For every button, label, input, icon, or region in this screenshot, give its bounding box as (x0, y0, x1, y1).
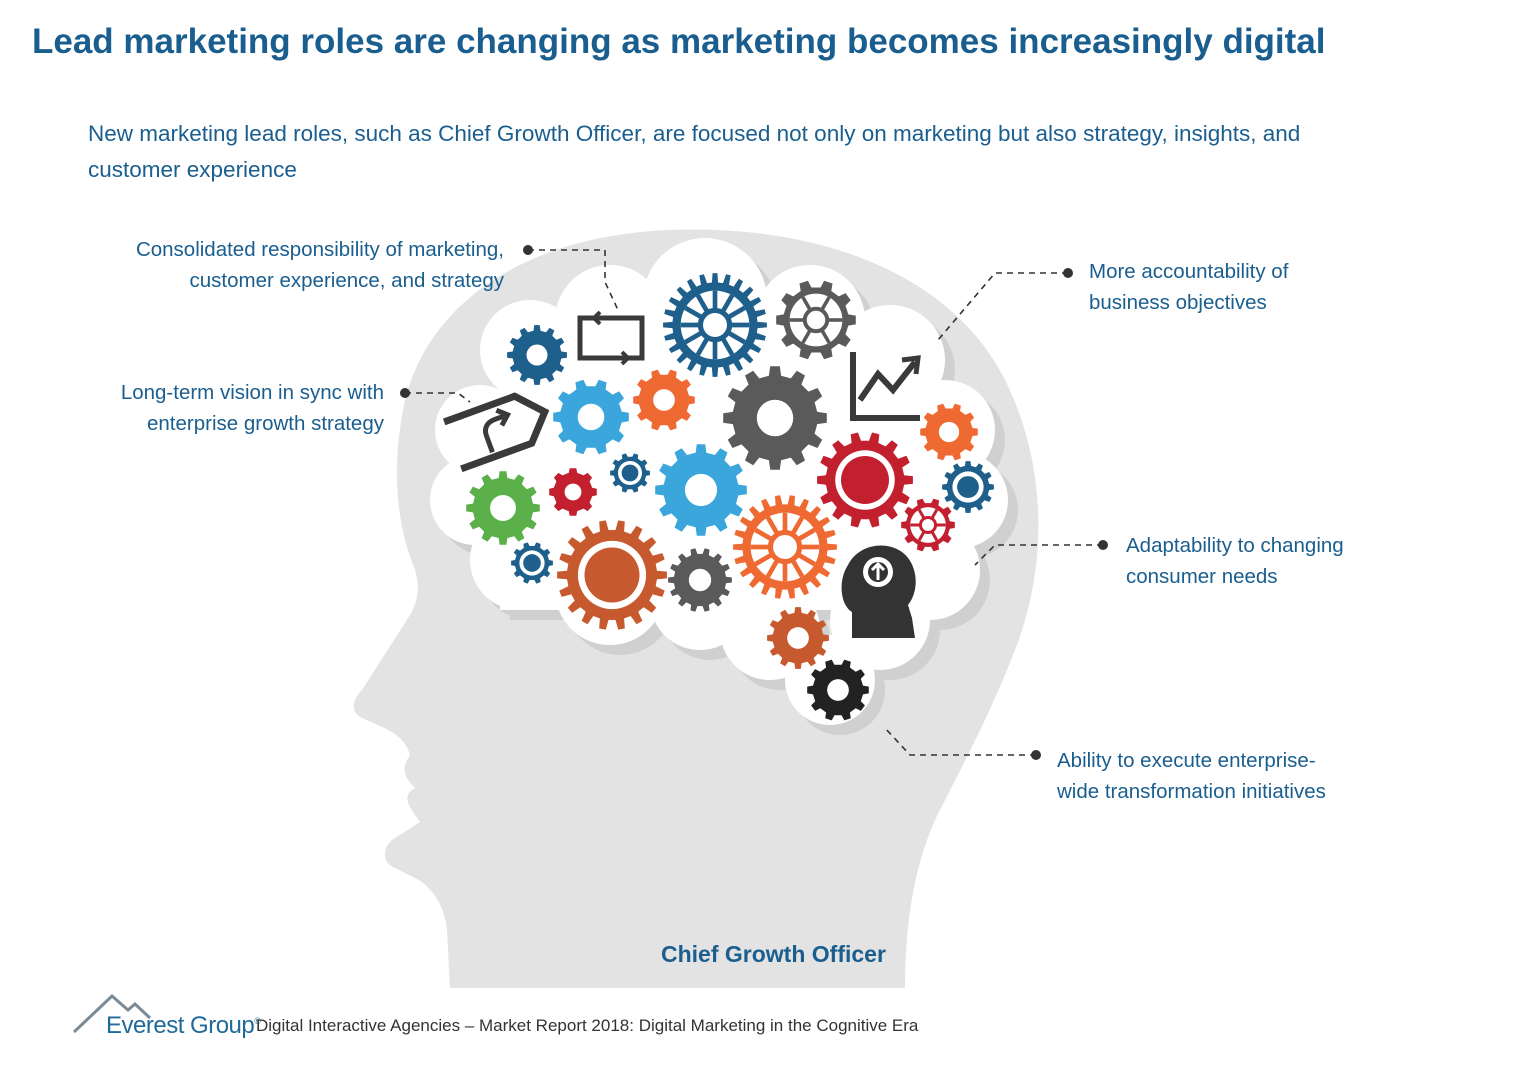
page-subtitle: New marketing lead roles, such as Chief … (88, 121, 1301, 182)
gear-icon (920, 403, 978, 461)
gear-icon (507, 325, 567, 385)
everest-logo-text: Everest Group® (106, 1012, 261, 1040)
gear-icon (723, 366, 827, 470)
callout-line: consumer needs (1126, 565, 1278, 588)
direction-sign-icon (442, 392, 550, 473)
everest-logo-mark (72, 993, 152, 1034)
connector-dot (1098, 540, 1108, 550)
gear-icon (668, 548, 732, 612)
gear-icon (663, 273, 767, 377)
gear-icon (610, 453, 650, 493)
connector-dot (400, 388, 410, 398)
gear-icon (776, 280, 856, 360)
callout-consolidated-responsibility: Consolidated responsibility of marketing… (60, 234, 504, 296)
footer-report-title: Digital Interactive Agencies – Market Re… (256, 1016, 919, 1035)
growth-chart-icon (850, 352, 921, 421)
callout-line: customer experience, and strategy (189, 269, 505, 292)
gear-icon (807, 659, 869, 721)
gear-icon (767, 607, 829, 669)
gear-icon (549, 468, 597, 516)
callout-line: business objectives (1089, 291, 1267, 314)
gear-icon (942, 461, 994, 513)
page-title: Lead marketing roles are changing as mar… (32, 22, 1326, 61)
gear-icon (817, 432, 913, 528)
gears-group (466, 273, 994, 721)
connector-dots (400, 245, 1108, 760)
callout-line: Ability to execute enterprise- (1057, 749, 1316, 772)
figure-label: Chief Growth Officer (661, 941, 886, 967)
logo-name: Everest Group (106, 1012, 255, 1039)
callout-line: Long-term vision in sync with (120, 381, 384, 404)
connector-dot (523, 245, 533, 255)
callout-line: enterprise growth strategy (146, 412, 384, 435)
callout-line: More accountability of (1089, 260, 1289, 283)
logo-registered-mark: ® (254, 1016, 261, 1026)
gear-icon (655, 444, 747, 536)
refresh-arrows-icon (577, 310, 645, 366)
callout-long-term-vision: Long-term vision in sync with enterprise… (60, 377, 384, 439)
callout-accountability: More accountability of business objectiv… (1089, 256, 1409, 318)
callout-line: Adaptability to changing (1126, 534, 1344, 557)
gear-icon (466, 471, 540, 545)
gear-icon (557, 520, 667, 630)
gear-icon (511, 542, 553, 584)
connector-dot (1063, 268, 1073, 278)
callout-line: Consolidated responsibility of marketing… (135, 238, 504, 261)
gear-icon (633, 369, 695, 431)
gear-icon (901, 498, 955, 552)
callout-transformation: Ability to execute enterprise- wide tran… (1057, 745, 1417, 807)
gear-icon (553, 379, 629, 455)
idea-head-icon (841, 545, 916, 638)
connector-lines (405, 249, 1103, 756)
callout-line: wide transformation initiatives (1057, 780, 1326, 803)
callout-adaptability: Adaptability to changing consumer needs (1126, 530, 1446, 592)
connector-dot (1031, 750, 1041, 760)
gear-icon (733, 495, 837, 599)
